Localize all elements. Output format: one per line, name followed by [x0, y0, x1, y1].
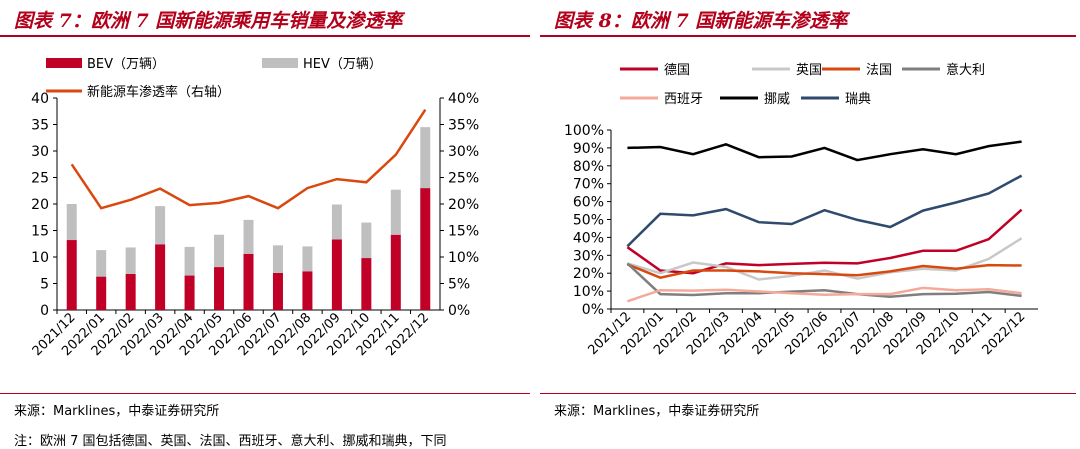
series-line-1: [627, 237, 1023, 281]
legend-label-3: 意大利: [946, 62, 985, 78]
bar-bev: [155, 244, 166, 310]
left-y-tick-label: 40: [31, 91, 49, 107]
bar-bev: [66, 240, 77, 310]
bar-bev: [420, 188, 431, 310]
bar-bev: [214, 267, 225, 310]
bar-bev: [390, 234, 401, 310]
series-line-0: [626, 208, 1023, 275]
left-y-tick-label: 35: [31, 118, 49, 134]
left-y-tick-label: 15: [31, 224, 49, 240]
series-line-4: [627, 286, 1022, 303]
y-tick-label: 30%: [573, 248, 604, 264]
bar-bev: [272, 272, 283, 310]
right-y-tick-label: 0%: [448, 303, 470, 319]
right-y-tick-label: 10%: [448, 250, 479, 266]
left-note-text: 注：欧洲 7 国包括德国、英国、法国、西班牙、意大利、挪威和瑞典，下同: [14, 434, 447, 449]
left-y-tick-label: 10: [31, 250, 49, 266]
bar-bev: [243, 253, 254, 310]
right-chart-panel: 图表 8：欧洲 7 国新能源车渗透率 德国 英国 法国 意大利西班牙 挪威 瑞典 0% 10%…: [540, 0, 1080, 449]
bar-hev: [331, 204, 342, 240]
y-tick-label: 70%: [573, 177, 604, 193]
bar-hev: [361, 222, 372, 259]
legend-label-hev: HEV（万辆）: [303, 57, 382, 72]
bar-hev: [214, 234, 225, 268]
bar-hev: [420, 127, 431, 189]
right-y-tick-label: 40%: [448, 91, 479, 107]
right-y-tick-label: 15%: [448, 224, 479, 240]
legend-label-2: 法国: [866, 63, 892, 78]
bar-bev: [125, 273, 136, 310]
left-y-tick-label: 0: [40, 303, 49, 319]
y-tick-label: 90%: [573, 141, 604, 157]
left-stacked-bar-chart: BEV（万辆） HEV（万辆） 新能源车渗透率（右轴） 0 5 10 15 20 25 30 35 4…: [30, 57, 479, 359]
bar-bev: [96, 276, 107, 310]
right-title-rule: [540, 35, 1076, 37]
left-chart-panel: 图表 7：欧洲 7 国新能源乘用车销量及渗透率 BEV（万辆） HEV（万辆） 新能…: [0, 0, 536, 449]
right-y-tick-label: 35%: [448, 118, 479, 134]
left-title-rule: [0, 35, 530, 37]
bar-hev: [302, 246, 313, 272]
legend-label-1: 英国: [796, 63, 822, 78]
right-y-tick-label: 30%: [448, 144, 479, 160]
bar-hev: [272, 245, 283, 273]
left-figure-title: 图表 7：欧洲 7 国新能源乘用车销量及渗透率: [14, 10, 403, 32]
penetration-line: [70, 109, 427, 210]
left-source-text: 来源：Marklines，中泰证券研究所: [14, 404, 220, 419]
bar-hev: [184, 246, 195, 276]
bar-bev: [361, 258, 372, 310]
bar-bev: [331, 239, 342, 310]
y-tick-label: 100%: [564, 123, 604, 139]
series-line-5: [627, 140, 1022, 162]
bar-hev: [243, 219, 254, 254]
left-y-tick-label: 20: [31, 197, 49, 213]
bar-hev: [66, 204, 77, 241]
legend-label-4: 西班牙: [664, 92, 703, 107]
right-bottom-rule: [540, 393, 1076, 394]
legend-label-penetration: 新能源车渗透率（右轴）: [87, 84, 230, 100]
legend-label-5: 挪威: [764, 92, 790, 107]
y-tick-label: 0%: [582, 302, 604, 318]
bar-bev: [184, 275, 195, 310]
y-tick-label: 40%: [573, 230, 604, 246]
right-source-text: 来源：Marklines，中泰证券研究所: [554, 404, 760, 419]
bar-hev: [125, 247, 136, 274]
legend-swatch-hev: [262, 58, 298, 68]
bar-hev: [155, 206, 166, 245]
series-line-2: [626, 263, 1022, 280]
legend-label-0: 德国: [664, 63, 690, 78]
right-figure-title: 图表 8：欧洲 7 国新能源车渗透率: [554, 10, 848, 32]
right-y-tick-label: 5%: [448, 277, 470, 293]
bar-hev: [390, 189, 401, 235]
series-line-6: [626, 174, 1023, 248]
y-tick-label: 50%: [573, 213, 604, 229]
left-y-tick-label: 5: [40, 277, 49, 293]
y-tick-label: 20%: [573, 266, 604, 282]
legend-label-6: 瑞典: [845, 92, 871, 107]
bar-hev: [96, 250, 107, 277]
left-y-tick-label: 25: [31, 171, 49, 187]
legend-swatch-bev: [46, 58, 82, 68]
left-bottom-rule: [0, 393, 530, 394]
y-tick-label: 10%: [573, 284, 604, 300]
legend-label-bev: BEV（万辆）: [87, 57, 165, 72]
bar-bev: [302, 271, 313, 310]
right-y-tick-label: 20%: [448, 197, 479, 213]
left-y-tick-label: 30: [31, 144, 49, 160]
y-tick-label: 60%: [573, 195, 604, 211]
y-tick-label: 80%: [573, 159, 604, 175]
right-y-tick-label: 25%: [448, 171, 479, 187]
series-line-3: [626, 262, 1022, 299]
